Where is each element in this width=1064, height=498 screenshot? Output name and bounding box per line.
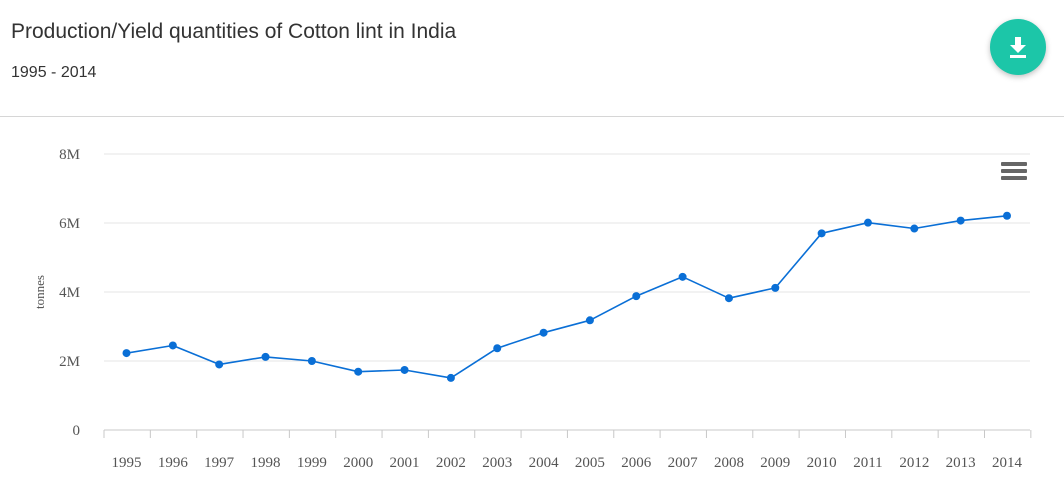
data-point	[168, 341, 177, 350]
y-tick-label: 6M	[59, 216, 80, 232]
x-tick-label: 2004	[529, 455, 560, 471]
line-chart: 0 2M 4M 6M 8M 1995 1996 1997 1998 1999 2000 2001 200…	[32, 147, 1032, 471]
data-point	[122, 349, 131, 358]
data-point	[493, 344, 502, 353]
data-point	[354, 367, 363, 376]
x-tick-label: 2008	[714, 455, 744, 471]
download-icon	[1010, 37, 1026, 58]
chart-subtitle: 1995 - 2014	[11, 64, 97, 81]
chart-header: Production/Yield quantities of Cotton li…	[0, 0, 1064, 117]
y-tick-label: 4M	[59, 285, 80, 301]
data-point	[400, 365, 409, 374]
data-point	[307, 357, 316, 365]
y-tick-label: 0	[73, 423, 81, 439]
x-tick-label: 1997	[204, 455, 235, 471]
hamburger-menu-icon-bar	[1001, 169, 1027, 173]
x-tick-label: 2013	[946, 455, 976, 471]
header-divider	[0, 116, 1064, 117]
data-point	[863, 218, 872, 227]
x-tick-label: 2007	[668, 455, 699, 471]
series-line	[126, 215, 1008, 379]
hamburger-menu-icon-bar	[1001, 176, 1027, 180]
y-axis-label: tonnes	[32, 275, 47, 309]
data-point	[771, 283, 780, 292]
x-tick-label: 1996	[158, 455, 189, 471]
x-tick-label: 2000	[343, 455, 373, 471]
x-tick-label: 2009	[760, 455, 790, 471]
x-tick-label: 2012	[899, 455, 929, 471]
chart-menu-button[interactable]	[1001, 162, 1027, 184]
data-point	[956, 216, 965, 225]
x-tick-label: 2011	[853, 455, 882, 471]
hamburger-menu-icon-bar	[1001, 162, 1027, 166]
data-point	[632, 292, 641, 301]
y-tick-label: 2M	[59, 354, 80, 370]
data-point	[910, 224, 919, 233]
x-tick-label: 2002	[436, 455, 466, 471]
data-point	[215, 360, 224, 369]
data-point	[724, 294, 733, 303]
data-point	[1003, 211, 1011, 220]
data-point	[446, 373, 455, 382]
x-tick-label: 2005	[575, 455, 605, 471]
x-tick-label: 2010	[807, 455, 837, 471]
x-tick-label: 2014	[992, 455, 1023, 471]
x-tick-label: 1999	[297, 455, 327, 471]
x-tick-label: 2003	[482, 455, 512, 471]
y-tick-label: 8M	[59, 147, 80, 163]
download-button[interactable]	[990, 19, 1046, 75]
data-point	[817, 229, 826, 238]
data-point	[261, 352, 270, 361]
x-tick-label: 1998	[251, 455, 281, 471]
x-tick-label: 2006	[621, 455, 652, 471]
x-tick-label: 1995	[112, 455, 142, 471]
data-point	[539, 328, 548, 337]
chart-title: Production/Yield quantities of Cotton li…	[11, 20, 457, 43]
data-point	[678, 272, 687, 281]
data-point	[585, 316, 594, 325]
x-tick-label: 2001	[390, 455, 420, 471]
